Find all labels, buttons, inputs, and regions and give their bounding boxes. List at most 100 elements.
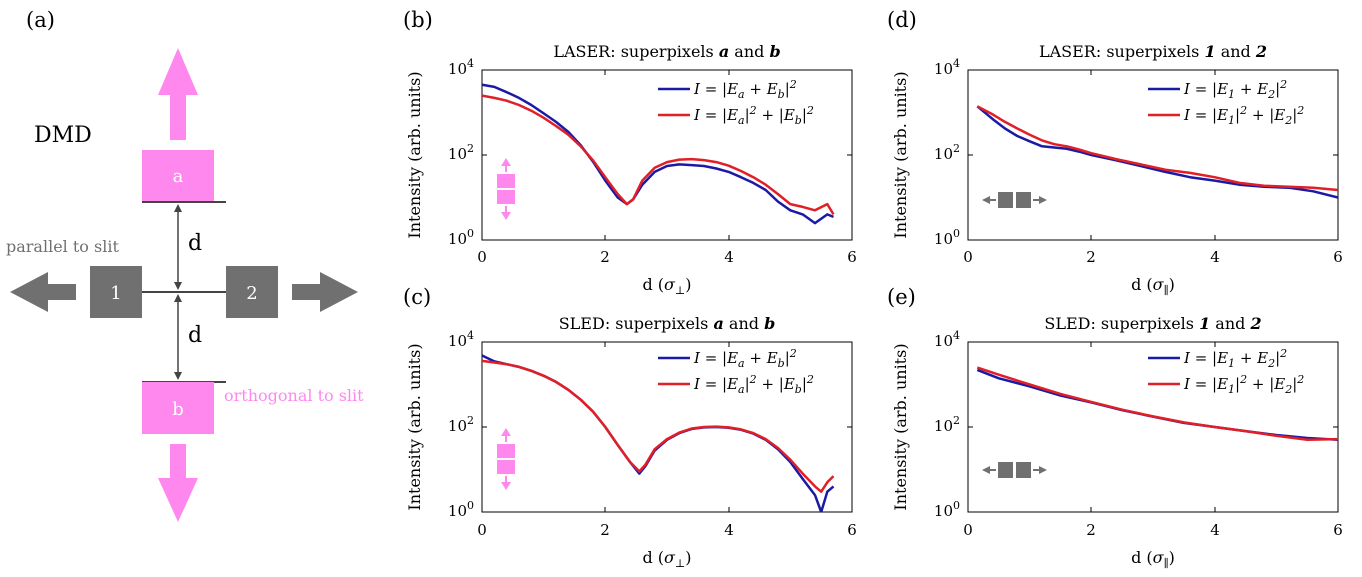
- chart-c-legend-blue: I = |Ea + Eb|2: [693, 347, 797, 370]
- chart-d-ylabel: Intensity (arb. units): [891, 71, 910, 238]
- chart-c-ytick-4: 104: [448, 329, 474, 350]
- dmd-diagram: (a) DMD a b 1 2: [6, 8, 364, 522]
- chart-e-frame: [967, 341, 1339, 513]
- chart-b-legend-blue: I = |Ea + Eb|2: [693, 78, 797, 101]
- chart-e-legend-red: I = |E1|2 + |E2|2: [1183, 373, 1304, 396]
- chart-e-xtick-6: 6: [1333, 521, 1343, 539]
- chart-d-xlabel: d (σ∥): [1131, 275, 1175, 297]
- pixel-2: [226, 266, 278, 318]
- chart-d-legend-blue: I = |E1 + E2|2: [1183, 78, 1287, 101]
- chart-d-ytick-4: 104: [934, 57, 960, 78]
- chart-e-series: [976, 366, 1338, 442]
- down-arrow-icon: [158, 444, 198, 522]
- chart-d-series: [976, 105, 1338, 199]
- chart-c-xlabel: d (σ⊥): [642, 548, 691, 570]
- chart-c-panel-label: (c): [403, 285, 431, 309]
- chart-c-legend-red: I = |Ea|2 + |Eb|2: [693, 373, 814, 396]
- chart-b-legend-red: I = |Ea|2 + |Eb|2: [693, 104, 814, 127]
- chart-b-xtick-4: 4: [724, 248, 734, 266]
- chart-e-ytick-4: 104: [934, 329, 960, 350]
- chart-c-legend: I = |Ea + Eb|2 I = |Ea|2 + |Eb|2: [658, 347, 814, 396]
- chart-e-panel-label: (e): [887, 285, 916, 309]
- dmd-label: DMD: [34, 123, 92, 148]
- chart-d-frame: [967, 69, 1339, 241]
- chart-e-xtick-2: 2: [1086, 521, 1096, 539]
- parallel-label: parallel to slit: [6, 237, 119, 256]
- chart-b-title: LASER: superpixels a and b: [553, 42, 780, 61]
- chart-e-xtick-0: 0: [963, 521, 973, 539]
- pixel-a: [142, 150, 214, 202]
- chart-e-ylabel: Intensity (arb. units): [891, 343, 910, 510]
- chart-e-ytick-2: 102: [934, 414, 960, 435]
- chart-e-tickmarks: [968, 342, 1338, 512]
- chart-d-tickmarks: [968, 70, 1338, 240]
- chart-c-xtick-4: 4: [724, 521, 734, 539]
- chart-d-xtick-0: 0: [963, 248, 973, 266]
- chart-c-tickmarks: [482, 342, 852, 512]
- pixel-b-label: b: [172, 399, 184, 420]
- chart-b-yticks: 100 102 104: [448, 57, 474, 248]
- chart-d-horizontal-pair-icon: [982, 192, 1047, 208]
- chart-b-xtick-2: 2: [600, 248, 610, 266]
- chart-b-ytick-2: 102: [448, 142, 474, 163]
- chart-d-panel-label: (d): [887, 8, 917, 32]
- chart-b-xlabel: d (σ⊥): [642, 275, 691, 297]
- chart-b-series: [482, 83, 835, 225]
- chart-d-xticks: 0 2 4 6: [963, 248, 1343, 266]
- chart-d: (d) LASER: superpixels 1 and 2 0 2 4 6 1…: [887, 8, 1343, 297]
- chart-d-yticks: 100 102 104: [934, 57, 960, 248]
- chart-e-series-red-line: [976, 366, 1338, 442]
- chart-c-xtick-2: 2: [600, 521, 610, 539]
- chart-e-legend-blue: I = |E1 + E2|2: [1183, 347, 1287, 370]
- chart-c-series: [482, 354, 835, 512]
- chart-e: (e) SLED: superpixels 1 and 2 0 2 4 6 10…: [887, 285, 1343, 570]
- orthogonal-label: orthogonal to slit: [224, 386, 364, 405]
- pixel-1: [90, 266, 142, 318]
- d-label-bottom: d: [188, 323, 202, 348]
- chart-d-legend: I = |E1 + E2|2 I = |E1|2 + |E2|2: [1148, 78, 1304, 127]
- chart-c-ytick-2: 102: [448, 414, 474, 435]
- chart-e-yticks: 100 102 104: [934, 329, 960, 520]
- chart-c-xticks: 0 2 4 6: [477, 521, 857, 539]
- chart-d-xtick-4: 4: [1210, 248, 1220, 266]
- chart-e-xtick-4: 4: [1210, 521, 1220, 539]
- chart-d-xtick-6: 6: [1333, 248, 1343, 266]
- panel-label-a: (a): [26, 8, 55, 32]
- chart-b-vertical-pair-icon: [497, 158, 515, 220]
- chart-b-panel-label: (b): [403, 8, 433, 32]
- chart-b-xtick-6: 6: [847, 248, 857, 266]
- chart-b-ylabel: Intensity (arb. units): [405, 71, 424, 238]
- chart-e-legend: I = |E1 + E2|2 I = |E1|2 + |E2|2: [1148, 347, 1304, 396]
- chart-e-horizontal-pair-icon: [982, 462, 1047, 478]
- chart-b-tickmarks: [482, 70, 852, 240]
- chart-e-xticks: 0 2 4 6: [963, 521, 1343, 539]
- pixel-a-label: a: [173, 166, 184, 187]
- chart-d-title: LASER: superpixels 1 and 2: [1039, 42, 1267, 61]
- chart-c-xtick-6: 6: [847, 521, 857, 539]
- chart-e-ytick-0: 100: [934, 499, 960, 520]
- chart-e-title: SLED: superpixels 1 and 2: [1044, 314, 1261, 333]
- chart-b-ytick-0: 100: [448, 227, 474, 248]
- d-label-top: d: [188, 231, 202, 256]
- chart-b-frame: [481, 69, 853, 241]
- chart-b-series-red-line: [482, 94, 835, 216]
- d-arrow-bottom: [174, 294, 182, 380]
- chart-d-series-red-line: [976, 105, 1338, 192]
- right-arrow-icon: [292, 272, 358, 312]
- chart-c-ylabel: Intensity (arb. units): [405, 343, 424, 510]
- chart-c-xtick-0: 0: [477, 521, 487, 539]
- chart-b-legend: I = |Ea + Eb|2 I = |Ea|2 + |Eb|2: [658, 78, 814, 127]
- chart-e-xlabel: d (σ∥): [1131, 548, 1175, 570]
- chart-c-vertical-pair-icon: [497, 428, 515, 490]
- chart-c-yticks: 100 102 104: [448, 329, 474, 520]
- left-arrow-icon: [10, 272, 76, 312]
- chart-c: (c) SLED: superpixels a and b 0 2 4 6 10…: [403, 285, 857, 570]
- chart-d-legend-red: I = |E1|2 + |E2|2: [1183, 104, 1304, 127]
- chart-b-xtick-0: 0: [477, 248, 487, 266]
- chart-b-xticks: 0 2 4 6: [477, 248, 857, 266]
- chart-b-ytick-4: 104: [448, 57, 474, 78]
- chart-b-series-blue-line: [482, 83, 834, 225]
- chart-c-title: SLED: superpixels a and b: [559, 314, 776, 333]
- pixel-2-label: 2: [246, 283, 257, 304]
